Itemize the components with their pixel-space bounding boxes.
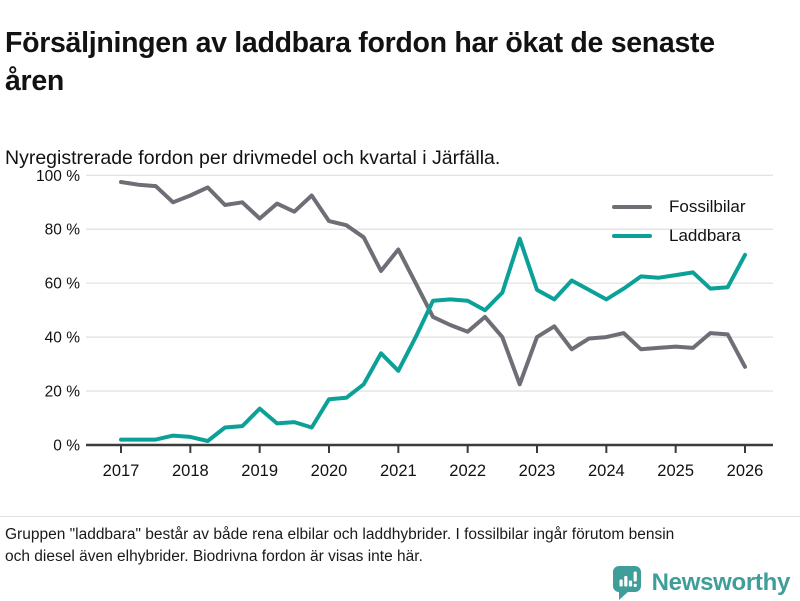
x-axis-tick-label: 2019 (241, 462, 278, 480)
footnote-line-2: och diesel även elhybrider. Biodrivna fo… (5, 548, 423, 565)
x-axis-tick-label: 2018 (172, 462, 209, 480)
line-chart: 100 % 80 % 60 % 40 % 20 % 0 % 2017 2018 2019 2020… (0, 160, 800, 490)
x-axis-tick-label: 2026 (727, 462, 764, 480)
series-line-fossilbilar (119, 180, 747, 387)
chart-legend: Fossilbilar Laddbara (612, 197, 746, 246)
fossilbilar-line-swatch (612, 204, 652, 210)
newsworthy-wordmark: Newsworthy (651, 569, 791, 596)
page-title: Försäljningen av laddbara fordon har öka… (5, 27, 715, 97)
chart-subtitle: Nyregistrerade fordon per drivmedel och … (5, 146, 501, 169)
series-line-laddbara (119, 236, 747, 443)
chart-canvas: 100 % 80 % 60 % 40 % 20 % 0 % 2017 2018 2019 2020… (36, 168, 773, 480)
legend-label: Fossilbilar (669, 197, 746, 216)
footnote-line-1: Gruppen "laddbara" består av både rena e… (5, 526, 675, 543)
x-axis-tick-label: 2021 (380, 462, 417, 480)
x-axis-tick-label: 2024 (588, 462, 625, 480)
x-axis-tick-label: 2022 (449, 462, 486, 480)
legend-item-fossilbilar: Fossilbilar (612, 197, 746, 217)
y-axis-tick-label: 60 % (45, 276, 81, 293)
y-axis-tick-label: 0 % (53, 438, 80, 455)
footnote: Gruppen "laddbara" består av både rena e… (5, 524, 785, 568)
x-axis-tick-label: 2020 (311, 462, 348, 480)
newsworthy-brand: Newsworthy (612, 565, 790, 601)
newsworthy-logo-icon (612, 566, 641, 600)
legend-label: Laddbara (669, 226, 741, 245)
y-axis-tick-label: 100 % (36, 168, 80, 185)
legend-item-laddbara: Laddbara (612, 226, 746, 246)
x-axis-tick-label: 2023 (519, 462, 556, 480)
laddbara-line-swatch (612, 233, 652, 239)
footer-divider (0, 516, 800, 517)
x-axis-tick-label: 2025 (657, 462, 694, 480)
y-axis-tick-label: 20 % (45, 384, 81, 401)
y-axis-tick-label: 80 % (45, 222, 81, 239)
y-axis-tick-label: 40 % (45, 330, 81, 347)
x-axis-tick-label: 2017 (103, 462, 140, 480)
